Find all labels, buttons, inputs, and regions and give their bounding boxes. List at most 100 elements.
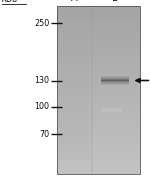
Bar — [57, 56, 140, 58]
Bar — [57, 136, 140, 138]
Bar — [57, 77, 140, 79]
Bar — [57, 92, 140, 94]
Bar — [57, 90, 140, 92]
Bar — [57, 6, 140, 8]
Bar — [57, 117, 140, 119]
Bar — [101, 82, 129, 83]
Bar — [57, 134, 140, 136]
Bar — [57, 109, 140, 111]
Bar — [57, 8, 140, 10]
Text: A: A — [71, 0, 78, 3]
Bar — [57, 142, 140, 144]
Bar — [57, 71, 140, 73]
Bar — [57, 138, 140, 140]
Bar — [57, 79, 140, 81]
Bar — [57, 14, 140, 16]
Bar — [101, 80, 129, 81]
Bar — [101, 78, 129, 79]
Bar — [57, 128, 140, 130]
Bar — [57, 153, 140, 155]
Bar — [101, 76, 129, 77]
Bar — [57, 102, 140, 105]
Bar — [57, 37, 140, 39]
Bar — [57, 52, 140, 54]
Text: 250: 250 — [34, 19, 50, 28]
Bar — [57, 168, 140, 170]
Bar — [57, 44, 140, 46]
Bar — [57, 94, 140, 96]
Text: 70: 70 — [39, 130, 50, 139]
Bar — [101, 77, 129, 78]
Bar — [57, 81, 140, 83]
Bar — [57, 98, 140, 100]
Bar — [57, 62, 140, 65]
Bar — [101, 83, 129, 84]
Bar — [57, 58, 140, 60]
Bar — [57, 140, 140, 142]
Bar — [57, 16, 140, 18]
Bar — [57, 130, 140, 132]
Bar — [57, 165, 140, 168]
Bar — [101, 75, 129, 76]
Bar — [57, 48, 140, 50]
Bar — [57, 121, 140, 123]
Bar — [57, 157, 140, 159]
Text: B: B — [112, 0, 119, 3]
Bar — [57, 88, 140, 90]
Text: 130: 130 — [34, 76, 50, 85]
Bar — [57, 60, 140, 62]
Bar — [57, 35, 140, 37]
Bar — [57, 111, 140, 113]
Bar — [57, 27, 140, 29]
Bar — [57, 12, 140, 14]
Bar — [57, 24, 140, 27]
Bar — [57, 83, 140, 86]
Bar — [57, 119, 140, 121]
Bar — [57, 65, 140, 67]
Bar — [57, 107, 140, 109]
Bar — [57, 147, 140, 149]
Bar — [57, 67, 140, 69]
Text: 100: 100 — [34, 102, 50, 111]
Bar — [57, 161, 140, 163]
Bar — [57, 132, 140, 134]
Bar — [57, 113, 140, 115]
Bar — [57, 10, 140, 12]
Bar — [57, 96, 140, 98]
Bar — [57, 50, 140, 52]
Text: KDa: KDa — [2, 0, 18, 4]
Bar — [57, 123, 140, 125]
Bar — [101, 79, 129, 80]
Bar — [57, 144, 140, 147]
Bar — [59, 19, 89, 160]
Bar — [57, 125, 140, 128]
Bar — [57, 172, 140, 174]
Bar — [57, 159, 140, 161]
Bar — [57, 105, 140, 107]
Bar — [57, 46, 140, 48]
Bar — [57, 39, 140, 41]
Bar — [101, 108, 122, 112]
Bar — [57, 33, 140, 35]
Bar — [57, 54, 140, 56]
Bar — [57, 100, 140, 102]
Bar — [57, 163, 140, 165]
Bar — [57, 75, 140, 77]
Bar — [57, 73, 140, 75]
Bar — [101, 84, 129, 85]
Bar — [101, 81, 129, 82]
Bar — [57, 29, 140, 31]
Bar — [57, 170, 140, 172]
Bar — [57, 115, 140, 117]
Bar — [57, 69, 140, 71]
Bar — [57, 18, 140, 20]
Bar — [57, 6, 140, 174]
Bar — [57, 86, 140, 88]
Bar — [57, 22, 140, 24]
Bar — [57, 155, 140, 157]
Bar — [101, 85, 129, 86]
Bar — [57, 41, 140, 44]
Bar — [57, 151, 140, 153]
Bar — [57, 149, 140, 151]
Bar — [57, 31, 140, 33]
